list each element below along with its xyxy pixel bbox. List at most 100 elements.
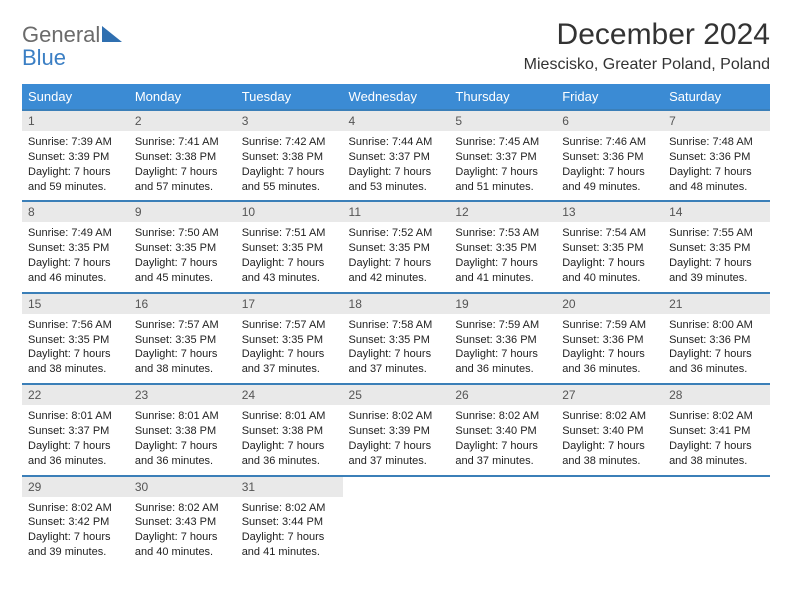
calendar-day: 31Sunrise: 8:02 AMSunset: 3:44 PMDayligh… [236, 476, 343, 566]
calendar-day: 20Sunrise: 7:59 AMSunset: 3:36 PMDayligh… [556, 293, 663, 384]
day-number: 12 [449, 202, 556, 222]
sunrise-line: Sunrise: 8:02 AM [135, 502, 219, 514]
logo-word-blue: Blue [22, 45, 66, 70]
sunset-line: Sunset: 3:35 PM [562, 242, 643, 254]
calendar-day: 11 Sunrise: 7:52 AM Sunset: 3:35 PM Dayligh… [343, 201, 450, 292]
day-body: Sunrise: 7:50 AMSunset: 3:35 PMDaylight:… [129, 222, 236, 291]
day-body: Sunrise: 7:41 AMSunset: 3:38 PMDaylight:… [129, 131, 236, 200]
sunrise-line: Sunrise: 7:49 AM [28, 227, 112, 239]
day-body: Sunrise: 8:01 AMSunset: 3:37 PMDaylight:… [22, 405, 129, 474]
day-body: Sunrise: 8:01 AMSunset: 3:38 PMDaylight:… [129, 405, 236, 474]
day-number: 14 [663, 202, 770, 222]
sunset-line: Sunset: 3:35 PM [242, 242, 323, 254]
day-number: 21 [663, 294, 770, 314]
day-body: Sunrise: 8:02 AMSunset: 3:44 PMDaylight:… [236, 497, 343, 566]
sunrise-line: Sunrise: 8:02 AM [562, 410, 646, 422]
daylight-line: Daylight: 7 hours and 36 minutes. [242, 440, 325, 467]
day-number: 30 [129, 477, 236, 497]
day-number: 9 [129, 202, 236, 222]
day-body: Sunrise: 8:00 AMSunset: 3:36 PMDaylight:… [663, 314, 770, 383]
sunrise-line: Sunrise: 8:02 AM [242, 502, 326, 514]
sunrise-line: Sunrise: 7:42 AM [242, 136, 326, 148]
calendar-day: 2Sunrise: 7:41 AMSunset: 3:38 PMDaylight… [129, 110, 236, 201]
calendar-day: 7Sunrise: 7:48 AMSunset: 3:36 PMDaylight… [663, 110, 770, 201]
day-body: Sunrise: 7:59 AMSunset: 3:36 PMDaylight:… [556, 314, 663, 383]
daylight-line: Daylight: 7 hours and 38 minutes. [135, 348, 218, 375]
daylight-line: Daylight: 7 hours and 59 minutes. [28, 166, 111, 193]
daylight-line: Daylight: 7 hours and 42 minutes. [349, 257, 432, 284]
weekday-header: Friday [556, 84, 663, 110]
calendar-header: SundayMondayTuesdayWednesdayThursdayFrid… [22, 84, 770, 110]
day-number: 22 [22, 385, 129, 405]
daylight-line: Daylight: 7 hours and 37 minutes. [349, 440, 432, 467]
day-body: Sunrise: 8:01 AMSunset: 3:38 PMDaylight:… [236, 405, 343, 474]
day-body: Sunrise: 8:02 AMSunset: 3:41 PMDaylight:… [663, 405, 770, 474]
day-number: 2 [129, 111, 236, 131]
sunset-line: Sunset: 3:37 PM [455, 151, 536, 163]
sunset-line: Sunset: 3:38 PM [242, 425, 323, 437]
sunset-line: Sunset: 3:35 PM [28, 242, 109, 254]
sunrise-line: Sunrise: 8:02 AM [669, 410, 753, 422]
day-body: Sunrise: 7:49 AMSunset: 3:35 PMDaylight:… [22, 222, 129, 291]
daylight-line: Daylight: 7 hours and 49 minutes. [562, 166, 645, 193]
location: Miescisko, Greater Poland, Poland [524, 56, 770, 74]
daylight-line: Daylight: 7 hours and 57 minutes. [135, 166, 218, 193]
month-title: December 2024 [524, 18, 770, 52]
calendar-day: 15Sunrise: 7:56 AMSunset: 3:35 PMDayligh… [22, 293, 129, 384]
sunrise-line: Sunrise: 7:52 AM [349, 227, 433, 239]
calendar-day: 14Sunrise: 7:55 AMSunset: 3:35 PMDayligh… [663, 201, 770, 292]
sunrise-line: Sunrise: 7:45 AM [455, 136, 539, 148]
sunset-line: Sunset: 3:35 PM [349, 334, 430, 346]
calendar-day: 19Sunrise: 7:59 AMSunset: 3:36 PMDayligh… [449, 293, 556, 384]
day-body: Sunrise: 7:56 AMSunset: 3:35 PMDaylight:… [22, 314, 129, 383]
calendar-week: 1Sunrise: 7:39 AMSunset: 3:39 PMDaylight… [22, 110, 770, 201]
calendar-day: 17Sunrise: 7:57 AMSunset: 3:35 PMDayligh… [236, 293, 343, 384]
calendar-day: .. [343, 476, 450, 566]
day-number: 11 [343, 202, 450, 222]
daylight-line: Daylight: 7 hours and 40 minutes. [562, 257, 645, 284]
day-number: 3 [236, 111, 343, 131]
calendar-day: .. [663, 476, 770, 566]
sunset-line: Sunset: 3:36 PM [669, 151, 750, 163]
sunrise-line: Sunrise: 7:41 AM [135, 136, 219, 148]
day-number: 1 [22, 111, 129, 131]
day-body: Sunrise: 8:02 AMSunset: 3:43 PMDaylight:… [129, 497, 236, 566]
calendar-day: 18Sunrise: 7:58 AMSunset: 3:35 PMDayligh… [343, 293, 450, 384]
header: General Blue December 2024 Miescisko, Gr… [22, 18, 770, 74]
day-body: Sunrise: 7:51 AMSunset: 3:35 PMDaylight:… [236, 222, 343, 291]
logo: General Blue [22, 18, 122, 70]
day-body: Sunrise: 7:55 AMSunset: 3:35 PMDaylight:… [663, 222, 770, 291]
logo-word-general: General [22, 22, 100, 47]
daylight-line: Daylight: 7 hours and 41 minutes. [455, 257, 538, 284]
sunrise-line: Sunrise: 8:00 AM [669, 319, 753, 331]
sunset-line: Sunset: 3:35 PM [349, 242, 430, 254]
day-number: 24 [236, 385, 343, 405]
day-body: Sunrise: 7:58 AMSunset: 3:35 PMDaylight:… [343, 314, 450, 383]
daylight-line: Daylight: 7 hours and 51 minutes. [455, 166, 538, 193]
calendar-day: 6Sunrise: 7:46 AMSunset: 3:36 PMDaylight… [556, 110, 663, 201]
sunset-line: Sunset: 3:40 PM [562, 425, 643, 437]
sunrise-line: Sunrise: 7:59 AM [455, 319, 539, 331]
daylight-line: Daylight: 7 hours and 36 minutes. [669, 348, 752, 375]
day-number: 28 [663, 385, 770, 405]
sunset-line: Sunset: 3:44 PM [242, 516, 323, 528]
daylight-line: Daylight: 7 hours and 45 minutes. [135, 257, 218, 284]
calendar-day: 8Sunrise: 7:49 AMSunset: 3:35 PMDaylight… [22, 201, 129, 292]
sunrise-line: Sunrise: 7:39 AM [28, 136, 112, 148]
day-number: 8 [22, 202, 129, 222]
day-body: Sunrise: 7:52 AM Sunset: 3:35 PM Daylight:… [343, 222, 450, 291]
weekday-header: Tuesday [236, 84, 343, 110]
sunrise-line: Sunrise: 7:44 AM [349, 136, 433, 148]
sunrise-line: Sunrise: 7:50 AM [135, 227, 219, 239]
day-number: 18 [343, 294, 450, 314]
day-body: Sunrise: 7:57 AMSunset: 3:35 PMDaylight:… [236, 314, 343, 383]
day-body: Sunrise: 7:45 AM Sunset: 3:37 PM Daylight:… [449, 131, 556, 200]
calendar-day: 21Sunrise: 8:00 AMSunset: 3:36 PMDayligh… [663, 293, 770, 384]
day-number: 4 [343, 111, 450, 131]
day-number: 20 [556, 294, 663, 314]
day-body: Sunrise: 8:02 AMSunset: 3:40 PMDaylight:… [556, 405, 663, 474]
daylight-line: Daylight: 7 hours and 38 minutes. [669, 440, 752, 467]
sunset-line: Sunset: 3:36 PM [562, 334, 643, 346]
sunrise-line: Sunrise: 7:57 AM [135, 319, 219, 331]
calendar-day: 16Sunrise: 7:57 AMSunset: 3:35 PMDayligh… [129, 293, 236, 384]
